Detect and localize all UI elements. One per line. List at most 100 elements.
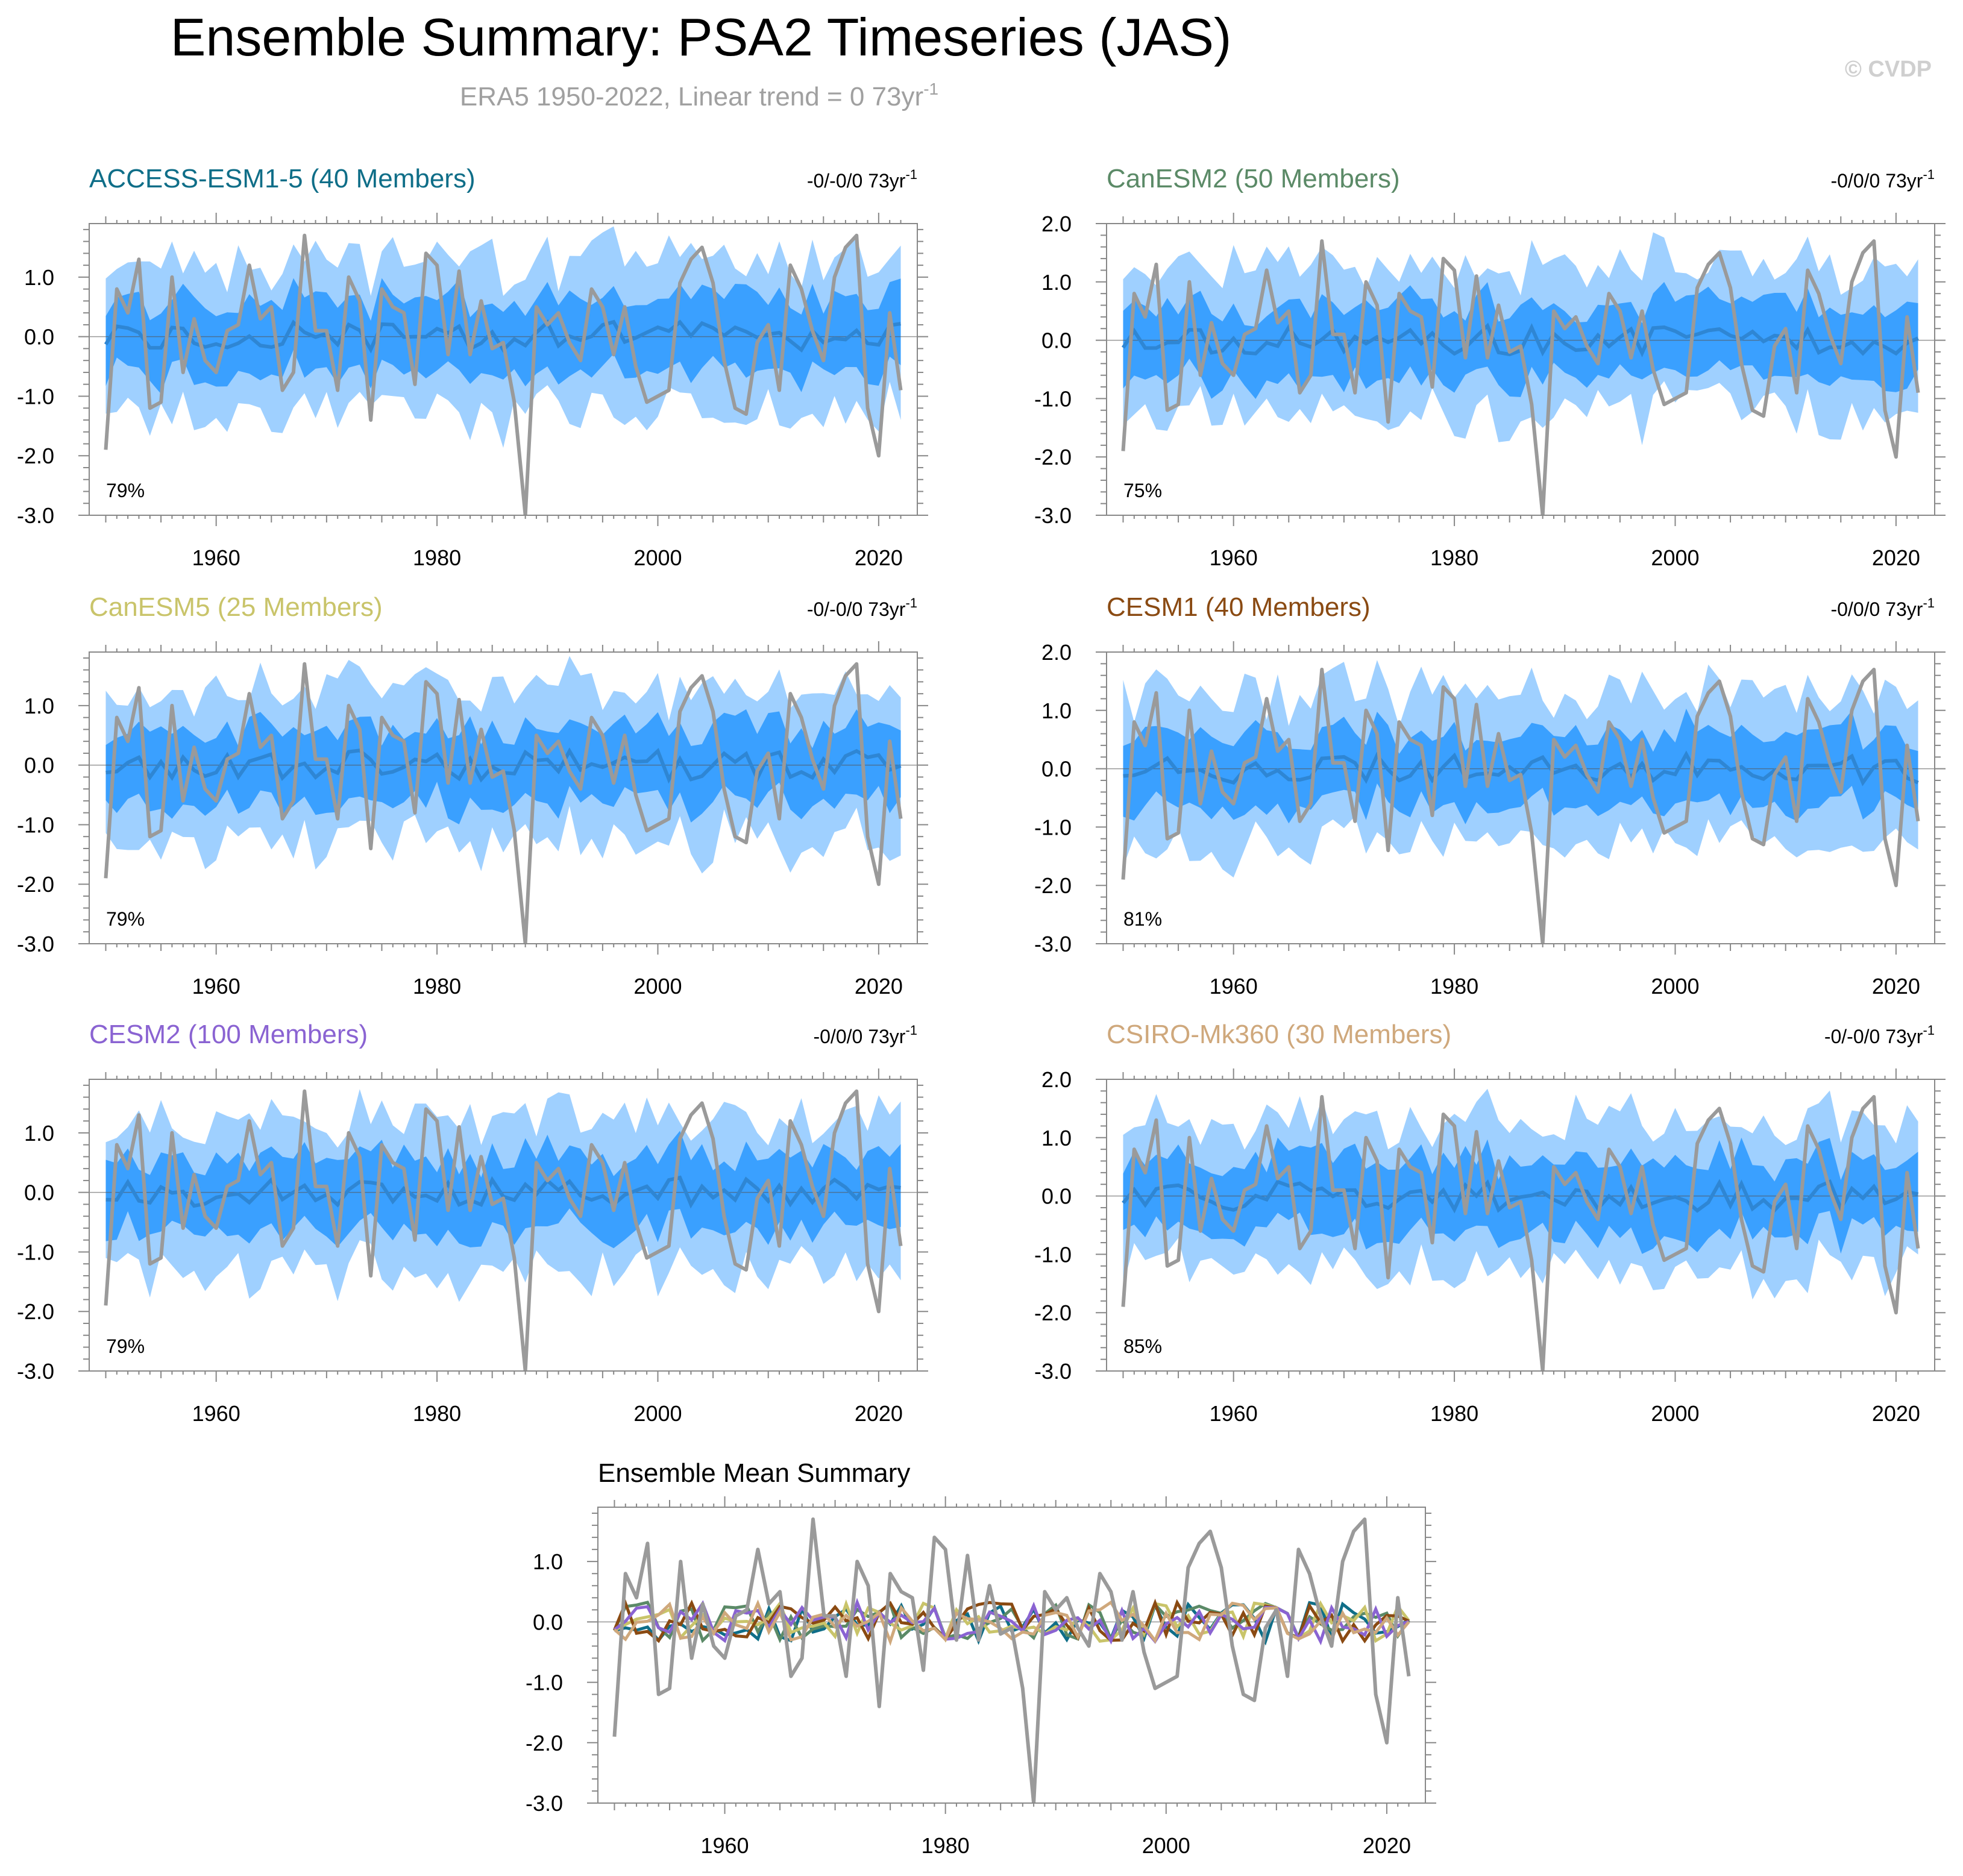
trend-text: -0/0/0 73yr xyxy=(1830,598,1923,620)
plot-area xyxy=(89,1089,917,1371)
y-tick-label: -1.0 xyxy=(526,1671,563,1695)
percent-label: 79% xyxy=(106,480,145,501)
copyright-label: © CVDP xyxy=(1845,57,1932,82)
panel-trend-label: -0/-0/0 73yr-1 xyxy=(1824,1023,1935,1047)
panel-title: CSIRO-Mk360 (30 Members) xyxy=(1107,1020,1451,1049)
x-tick-label: 2000 xyxy=(633,974,682,999)
percent-label: 75% xyxy=(1123,480,1162,501)
y-tick-label: 0.0 xyxy=(533,1610,563,1634)
y-tick-label: -2.0 xyxy=(526,1731,563,1755)
percent-label: 85% xyxy=(1123,1335,1162,1357)
y-tick-label: 1.0 xyxy=(1041,1126,1072,1150)
x-tick-label: 1960 xyxy=(192,1401,240,1426)
panel-5: CSIRO-Mk360 (30 Members) -0/-0/0 73yr-1 -3… xyxy=(1034,1020,1946,1426)
panel-1: CanESM2 (50 Members) -0/0/0 73yr-1 -3.0 -2.… xyxy=(1034,164,1946,570)
observed-line xyxy=(104,662,903,944)
y-tick-label: -3.0 xyxy=(1034,1359,1072,1384)
observed-line xyxy=(612,1517,1411,1803)
x-tick-label: 1980 xyxy=(413,974,461,999)
figure-title: Ensemble Summary: PSA2 Timeseries (JAS) xyxy=(171,7,1232,67)
subtitle-text: ERA5 1950-2022, Linear trend = 0 73yr xyxy=(460,82,923,111)
x-tick-label: 2020 xyxy=(855,1401,903,1426)
trend-sup: -1 xyxy=(1923,595,1935,610)
y-tick-label: 0.0 xyxy=(24,1181,54,1205)
y-tick-label: -2.0 xyxy=(17,1299,54,1324)
y-tick-label: -1.0 xyxy=(1034,1242,1072,1267)
observed-line xyxy=(1121,1095,1920,1371)
x-tick-label: 1960 xyxy=(1210,1401,1258,1426)
y-tick-label: 1.0 xyxy=(1041,698,1072,723)
plot-area xyxy=(598,1517,1425,1803)
ensemble-iqr-band xyxy=(105,278,901,394)
x-tick-label: 2000 xyxy=(1651,545,1699,570)
plot-area xyxy=(89,226,917,515)
ensemble-iqr-band xyxy=(1123,708,1918,824)
ensemble-mean-line xyxy=(105,1175,901,1209)
y-tick-label: 0.0 xyxy=(1041,1184,1072,1209)
ensemble-mean-line xyxy=(1122,1179,1919,1214)
panel-title: CESM1 (40 Members) xyxy=(1107,592,1371,622)
y-tick-label: -2.0 xyxy=(17,444,54,468)
y-tick-label: -3.0 xyxy=(1034,932,1072,956)
x-tick-label: 1960 xyxy=(1210,545,1258,570)
y-tick-label: 1.0 xyxy=(24,265,54,290)
plot-area xyxy=(1107,1088,1935,1371)
panel-trend-label: -0/0/0 73yr-1 xyxy=(813,1023,917,1047)
panel-trend-label: -0/0/0 73yr-1 xyxy=(1830,167,1935,192)
panel-title: ACCESS-ESM1-5 (40 Members) xyxy=(89,164,476,193)
trend-sup: -1 xyxy=(905,1023,917,1038)
observed-line xyxy=(1121,239,1920,515)
y-tick-label: -3.0 xyxy=(17,932,54,956)
y-tick-label: -2.0 xyxy=(1034,1300,1072,1325)
y-tick-label: -2.0 xyxy=(1034,873,1072,898)
y-tick-label: -2.0 xyxy=(17,872,54,897)
x-tick-label: 1980 xyxy=(922,1833,970,1858)
x-tick-label: 2020 xyxy=(1363,1833,1411,1858)
panel-trend-label: -0/-0/0 73yr-1 xyxy=(807,167,917,192)
y-tick-label: 2.0 xyxy=(1041,1067,1072,1092)
x-tick-label: 1960 xyxy=(700,1833,749,1858)
y-tick-label: -3.0 xyxy=(526,1791,563,1816)
panel-title: CanESM5 (25 Members) xyxy=(89,592,383,622)
x-tick-label: 2000 xyxy=(1651,1401,1699,1426)
ensemble-iqr-band xyxy=(105,1131,901,1249)
observed-line xyxy=(104,233,903,515)
trend-text: -0/-0/0 73yr xyxy=(807,170,906,192)
trend-text: -0/0/0 73yr xyxy=(1830,170,1923,192)
x-tick-label: 2020 xyxy=(855,974,903,999)
y-tick-label: 0.0 xyxy=(1041,328,1072,353)
y-tick-label: -1.0 xyxy=(17,384,54,409)
model-mean-line-5 xyxy=(613,1599,1410,1646)
trend-sup: -1 xyxy=(905,595,917,610)
y-tick-label: 1.0 xyxy=(24,694,54,718)
x-tick-label: 1960 xyxy=(192,545,240,570)
observed-line xyxy=(104,1089,903,1371)
trend-sup: -1 xyxy=(1923,1023,1935,1038)
y-tick-label: 0.0 xyxy=(24,325,54,350)
panel-title: Ensemble Mean Summary xyxy=(598,1458,910,1488)
x-tick-label: 1980 xyxy=(1430,545,1478,570)
trend-text: -0/-0/0 73yr xyxy=(807,598,906,620)
y-tick-label: -2.0 xyxy=(1034,445,1072,469)
x-tick-label: 2020 xyxy=(855,545,903,570)
x-tick-label: 2020 xyxy=(1872,974,1920,999)
x-tick-label: 1980 xyxy=(413,1401,461,1426)
panel-4: CESM2 (100 Members) -0/0/0 73yr-1 -3.0 -2.0… xyxy=(17,1020,928,1426)
trend-text: -0/-0/0 73yr xyxy=(1824,1026,1923,1047)
panel-trend-label: -0/0/0 73yr-1 xyxy=(1830,595,1935,620)
x-tick-label: 2000 xyxy=(1651,974,1699,999)
y-tick-label: -1.0 xyxy=(1034,386,1072,411)
plot-area xyxy=(89,656,917,944)
trend-sup: -1 xyxy=(1923,167,1935,182)
y-tick-label: -1.0 xyxy=(17,812,54,837)
y-tick-label: -1.0 xyxy=(17,1240,54,1264)
panel-3: CESM1 (40 Members) -0/0/0 73yr-1 -3.0 -2.0 -… xyxy=(1034,592,1946,999)
x-tick-label: 2020 xyxy=(1872,1401,1920,1426)
x-tick-label: 1960 xyxy=(192,974,240,999)
panel-trend-label: -0/-0/0 73yr-1 xyxy=(807,595,917,620)
plot-area xyxy=(1107,232,1935,515)
panel-2: CanESM5 (25 Members) -0/-0/0 73yr-1 -3.0 -2… xyxy=(17,592,928,999)
panel-0: ACCESS-ESM1-5 (40 Members) -0/-0/0 73yr-1… xyxy=(17,164,928,570)
observed-line xyxy=(1121,668,1920,944)
